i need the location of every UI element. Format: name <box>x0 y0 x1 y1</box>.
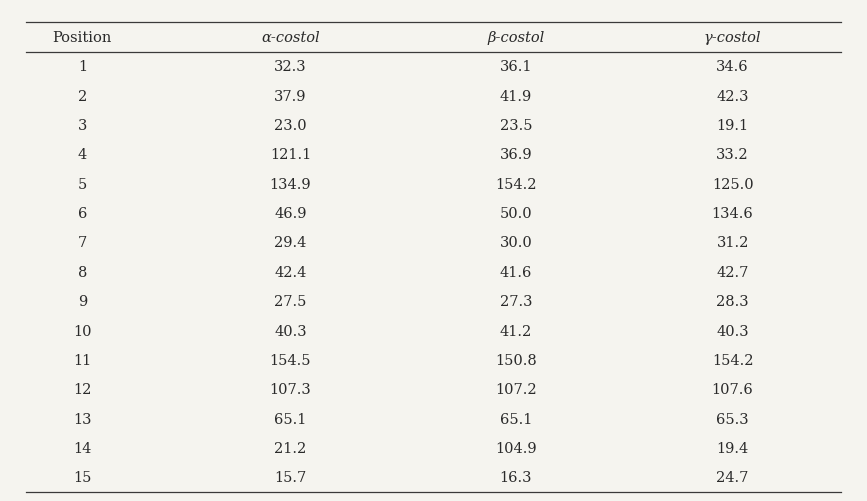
Text: 21.2: 21.2 <box>274 441 307 455</box>
Text: 134.9: 134.9 <box>270 177 311 191</box>
Text: 50.0: 50.0 <box>499 207 532 221</box>
Text: 107.2: 107.2 <box>495 382 537 396</box>
Text: 36.9: 36.9 <box>499 148 532 162</box>
Text: 65.1: 65.1 <box>499 412 532 426</box>
Text: 15: 15 <box>73 470 92 484</box>
Text: 107.6: 107.6 <box>712 382 753 396</box>
Text: β-costol: β-costol <box>487 31 544 45</box>
Text: Position: Position <box>53 31 112 45</box>
Text: 4: 4 <box>78 148 87 162</box>
Text: 33.2: 33.2 <box>716 148 749 162</box>
Text: 40.3: 40.3 <box>274 324 307 338</box>
Text: 14: 14 <box>73 441 92 455</box>
Text: 30.0: 30.0 <box>499 236 532 250</box>
Text: γ-costol: γ-costol <box>704 31 761 45</box>
Text: 16.3: 16.3 <box>499 470 532 484</box>
Text: 154.2: 154.2 <box>495 177 537 191</box>
Text: 1: 1 <box>78 60 87 74</box>
Text: 11: 11 <box>73 353 92 367</box>
Text: 34.6: 34.6 <box>716 60 749 74</box>
Text: 3: 3 <box>78 119 87 133</box>
Text: 154.2: 154.2 <box>712 353 753 367</box>
Text: 31.2: 31.2 <box>716 236 749 250</box>
Text: 154.5: 154.5 <box>270 353 311 367</box>
Text: 24.7: 24.7 <box>716 470 749 484</box>
Text: 125.0: 125.0 <box>712 177 753 191</box>
Text: 41.9: 41.9 <box>499 90 532 104</box>
Text: 7: 7 <box>78 236 87 250</box>
Text: 23.5: 23.5 <box>499 119 532 133</box>
Text: 107.3: 107.3 <box>270 382 311 396</box>
Text: 27.5: 27.5 <box>274 295 307 309</box>
Text: 42.4: 42.4 <box>274 266 307 279</box>
Text: 5: 5 <box>78 177 87 191</box>
Text: 32.3: 32.3 <box>274 60 307 74</box>
Text: 41.2: 41.2 <box>499 324 532 338</box>
Text: α-costol: α-costol <box>261 31 320 45</box>
Text: 6: 6 <box>78 207 87 221</box>
Text: 37.9: 37.9 <box>274 90 307 104</box>
Text: 42.3: 42.3 <box>716 90 749 104</box>
Text: 104.9: 104.9 <box>495 441 537 455</box>
Text: 42.7: 42.7 <box>716 266 749 279</box>
Text: 12: 12 <box>73 382 92 396</box>
Text: 13: 13 <box>73 412 92 426</box>
Text: 134.6: 134.6 <box>712 207 753 221</box>
Text: 8: 8 <box>78 266 87 279</box>
Text: 29.4: 29.4 <box>274 236 307 250</box>
Text: 65.3: 65.3 <box>716 412 749 426</box>
Text: 19.1: 19.1 <box>716 119 749 133</box>
Text: 40.3: 40.3 <box>716 324 749 338</box>
Text: 9: 9 <box>78 295 87 309</box>
Text: 65.1: 65.1 <box>274 412 307 426</box>
Text: 41.6: 41.6 <box>499 266 532 279</box>
Text: 150.8: 150.8 <box>495 353 537 367</box>
Text: 15.7: 15.7 <box>274 470 307 484</box>
Text: 36.1: 36.1 <box>499 60 532 74</box>
Text: 10: 10 <box>73 324 92 338</box>
Text: 28.3: 28.3 <box>716 295 749 309</box>
Text: 23.0: 23.0 <box>274 119 307 133</box>
Text: 121.1: 121.1 <box>270 148 311 162</box>
Text: 19.4: 19.4 <box>716 441 749 455</box>
Text: 46.9: 46.9 <box>274 207 307 221</box>
Text: 2: 2 <box>78 90 87 104</box>
Text: 27.3: 27.3 <box>499 295 532 309</box>
